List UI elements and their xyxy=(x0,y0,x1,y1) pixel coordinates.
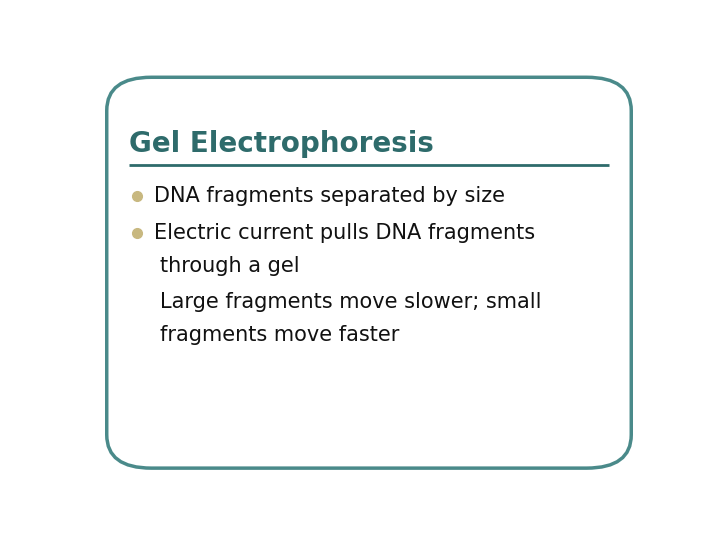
Text: Electric current pulls DNA fragments: Electric current pulls DNA fragments xyxy=(154,223,535,243)
Text: through a gel: through a gel xyxy=(160,256,300,276)
FancyBboxPatch shape xyxy=(107,77,631,468)
Text: DNA fragments separated by size: DNA fragments separated by size xyxy=(154,186,505,206)
Text: fragments move faster: fragments move faster xyxy=(160,325,399,345)
Text: Large fragments move slower; small: Large fragments move slower; small xyxy=(160,292,541,312)
Text: Gel Electrophoresis: Gel Electrophoresis xyxy=(129,130,434,158)
